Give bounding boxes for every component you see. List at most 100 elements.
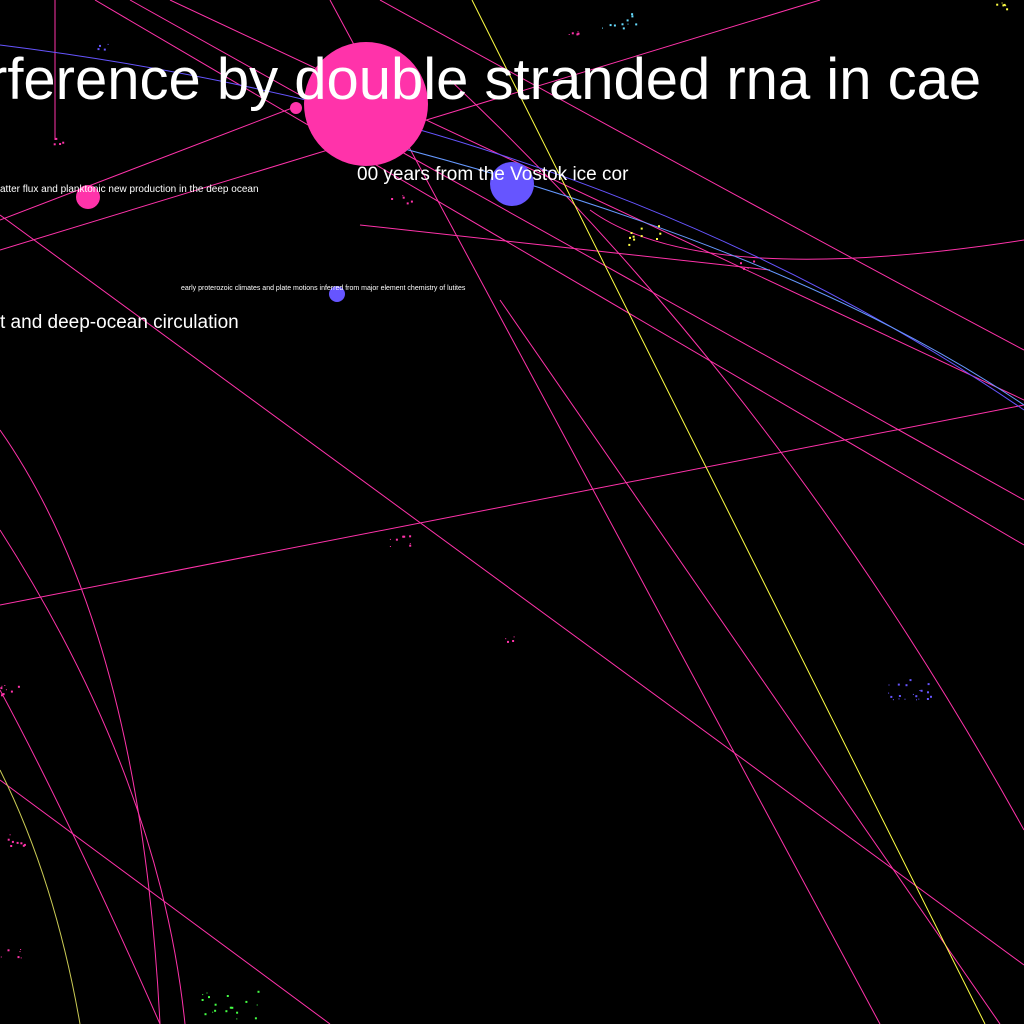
node-dot bbox=[97, 48, 100, 51]
node-dot bbox=[7, 949, 10, 952]
edge-arc bbox=[589, 209, 1024, 260]
node-dot bbox=[626, 19, 629, 22]
node-dot bbox=[918, 698, 920, 700]
edge-arc bbox=[379, 0, 1024, 351]
node-dot bbox=[659, 232, 662, 235]
node-dot bbox=[208, 996, 210, 999]
small-node-clusters bbox=[0, 2, 1009, 1020]
node-dot bbox=[577, 31, 579, 33]
node-dot bbox=[406, 202, 409, 205]
node-dot bbox=[912, 693, 914, 695]
node-dot bbox=[505, 638, 507, 640]
edge-arc bbox=[0, 689, 161, 1024]
node-dot bbox=[7, 838, 10, 841]
node-dot bbox=[9, 834, 11, 836]
node-pink-particulate[interactable] bbox=[76, 185, 100, 209]
node-dot bbox=[22, 844, 25, 847]
node-dot bbox=[919, 690, 921, 691]
node-dot bbox=[909, 679, 912, 682]
node-dot bbox=[2, 693, 5, 696]
node-dot bbox=[0, 687, 3, 690]
node-dot bbox=[0, 956, 2, 958]
node-dot bbox=[898, 695, 901, 697]
node-dot bbox=[926, 698, 929, 700]
node-dot bbox=[1002, 4, 1005, 7]
node-blue-vostok[interactable] bbox=[490, 162, 534, 206]
deep-ocean-circulation-label: t and deep-ocean circulation bbox=[0, 312, 239, 333]
node-dot bbox=[927, 691, 929, 694]
node-dot bbox=[204, 1013, 207, 1016]
node-dot bbox=[609, 24, 612, 27]
node-dot bbox=[256, 1004, 258, 1006]
node-dot bbox=[753, 260, 756, 263]
node-dot bbox=[890, 695, 893, 698]
node-dot bbox=[212, 1011, 214, 1013]
node-dot bbox=[11, 840, 14, 843]
node-dot bbox=[631, 13, 634, 16]
node-dot bbox=[568, 34, 570, 35]
node-dot bbox=[402, 195, 404, 197]
node-dot bbox=[576, 33, 579, 36]
node-dot bbox=[214, 1009, 217, 1012]
node-dot bbox=[888, 684, 890, 686]
node-dot bbox=[916, 699, 917, 701]
node-dot bbox=[20, 957, 22, 959]
node-dot bbox=[1, 685, 3, 687]
node-dot bbox=[632, 235, 635, 238]
node-dot bbox=[927, 683, 930, 686]
node-dot bbox=[202, 994, 204, 996]
node-dot bbox=[920, 689, 923, 692]
node-dot bbox=[613, 24, 616, 27]
node-dot bbox=[19, 951, 21, 953]
edge-arc bbox=[449, 79, 1024, 831]
node-dot bbox=[571, 32, 574, 35]
node-dot bbox=[391, 198, 394, 200]
node-dot bbox=[513, 636, 515, 638]
node-dot bbox=[226, 995, 229, 997]
node-dot bbox=[389, 538, 391, 540]
edge-link bbox=[0, 404, 1024, 606]
node-dot bbox=[245, 1000, 248, 1003]
edge-arc-yellow bbox=[0, 769, 81, 1024]
node-dot bbox=[888, 692, 890, 694]
node-dot bbox=[1003, 3, 1006, 6]
node-small-pink[interactable] bbox=[290, 102, 302, 114]
node-dot bbox=[23, 843, 26, 846]
node-dot bbox=[631, 15, 634, 18]
edge-link bbox=[499, 299, 1001, 1024]
node-dot bbox=[629, 236, 631, 239]
edge-link bbox=[129, 0, 1024, 501]
node-dot bbox=[656, 238, 658, 240]
edge-arc bbox=[0, 429, 161, 1024]
node-dot bbox=[17, 956, 20, 959]
node-dot bbox=[395, 538, 398, 541]
node-dot bbox=[740, 262, 742, 265]
node-dot bbox=[257, 990, 260, 993]
node-dot bbox=[602, 27, 603, 29]
node-dot bbox=[898, 698, 900, 700]
node-blue-proterozoic[interactable] bbox=[329, 286, 345, 302]
node-dot bbox=[621, 23, 624, 26]
node-dot bbox=[1006, 8, 1009, 11]
node-large-pink[interactable] bbox=[304, 42, 428, 166]
node-dot bbox=[915, 695, 918, 698]
node-labels: rference by double stranded rna in cae 0… bbox=[0, 47, 981, 333]
node-dot bbox=[62, 141, 65, 144]
node-dot bbox=[409, 535, 412, 538]
title-label: rference by double stranded rna in cae bbox=[0, 47, 981, 112]
node-dot bbox=[507, 640, 509, 643]
node-dot bbox=[630, 232, 633, 234]
edge-link bbox=[94, 0, 1024, 546]
node-dot bbox=[904, 698, 906, 700]
node-dot bbox=[17, 685, 20, 688]
node-dot bbox=[4, 685, 6, 686]
node-dot bbox=[905, 684, 908, 687]
node-dot bbox=[1005, 5, 1007, 7]
particulate-flux-label: atter flux and planktonic new production… bbox=[0, 184, 259, 195]
node-dot bbox=[1001, 2, 1003, 4]
node-dot bbox=[236, 1011, 239, 1014]
node-dot bbox=[996, 3, 999, 6]
